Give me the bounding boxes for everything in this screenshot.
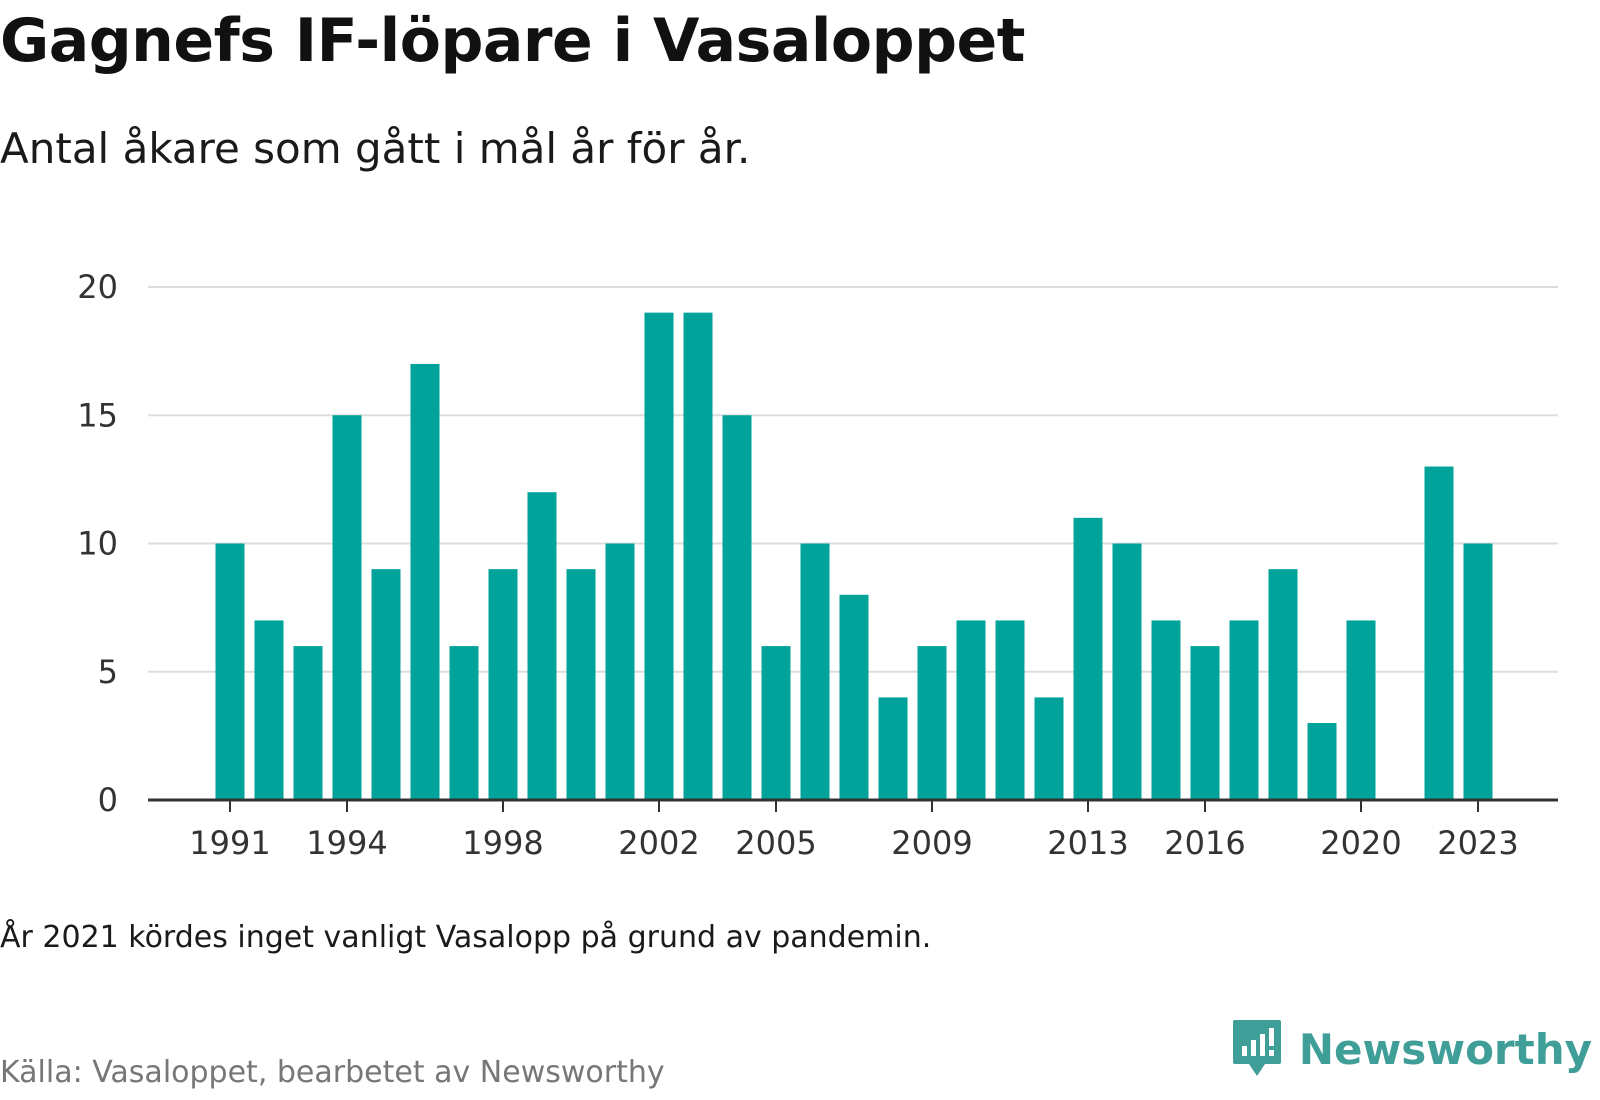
x-tick-label-2009: 2009 — [891, 824, 972, 862]
bar-2023 — [1463, 543, 1493, 800]
y-tick-label-5: 5 — [98, 653, 118, 691]
bar-1993 — [293, 646, 323, 800]
bar-2013 — [1073, 517, 1103, 800]
bar-2016 — [1190, 646, 1220, 800]
y-tick-label-10: 10 — [77, 525, 118, 563]
x-tick-label-1994: 1994 — [306, 824, 387, 862]
chart-speech-bubble-icon — [1232, 1020, 1281, 1076]
bar-1996 — [410, 363, 440, 800]
bar-2003 — [683, 312, 713, 800]
bar-2010 — [956, 620, 986, 800]
axes: 0 5 10 15 20 1991 1994 1998 2002 2005 2009 2013 2016… — [77, 268, 1558, 862]
chart-title: Gagnefs IF-löpare i Vasaloppet — [0, 6, 1025, 76]
bar-2000 — [566, 569, 596, 800]
bar-1998 — [488, 569, 518, 800]
brand-name: Newsworthy — [1298, 1024, 1592, 1074]
bar-1997 — [449, 646, 479, 800]
bar-2011 — [995, 620, 1025, 800]
bar-2005 — [761, 646, 791, 800]
bar-2012 — [1034, 697, 1064, 800]
y-tick-label-15: 15 — [77, 396, 118, 434]
bar-2015 — [1151, 620, 1181, 800]
x-tick-label-2005: 2005 — [735, 824, 816, 862]
x-tick-label-2002: 2002 — [618, 824, 699, 862]
brand-logo: Newsworthy — [1231, 1018, 1592, 1080]
bar-2009 — [917, 646, 947, 800]
x-tick-label-2016: 2016 — [1164, 824, 1245, 862]
chart-subtitle: Antal åkare som gått i mål år för år. — [0, 124, 751, 173]
bar-2014 — [1112, 543, 1142, 800]
x-tick-label-1998: 1998 — [462, 824, 543, 862]
bar-2020 — [1346, 620, 1376, 800]
bar-2022 — [1424, 466, 1454, 800]
bar-1992 — [254, 620, 284, 800]
bar-1995 — [371, 569, 401, 800]
source-text: Källa: Vasaloppet, bearbetet av Newswort… — [0, 1055, 665, 1090]
bars — [215, 312, 1493, 800]
bar-2007 — [839, 594, 869, 800]
x-tick-label-2023: 2023 — [1437, 824, 1518, 862]
bar-2008 — [878, 697, 908, 800]
footnote: År 2021 kördes inget vanligt Vasalopp på… — [0, 920, 932, 955]
bar-1991 — [215, 543, 245, 800]
bar-1994 — [332, 415, 362, 800]
y-tick-label-0: 0 — [98, 781, 118, 819]
bar-2017 — [1229, 620, 1259, 800]
bar-2019 — [1307, 723, 1337, 800]
bar-2006 — [800, 543, 830, 800]
bar-2002 — [644, 312, 674, 800]
x-tick-label-2020: 2020 — [1320, 824, 1401, 862]
bar-chart: 0 5 10 15 20 1991 1994 1998 2002 2005 2009 2013 2016… — [77, 268, 1558, 862]
bar-2018 — [1268, 569, 1298, 800]
bar-2004 — [722, 415, 752, 800]
bar-1999 — [527, 492, 557, 800]
x-tick-label-2013: 2013 — [1047, 824, 1128, 862]
y-tick-label-20: 20 — [77, 268, 118, 306]
x-tick-label-1991: 1991 — [189, 824, 270, 862]
bar-2001 — [605, 543, 635, 800]
